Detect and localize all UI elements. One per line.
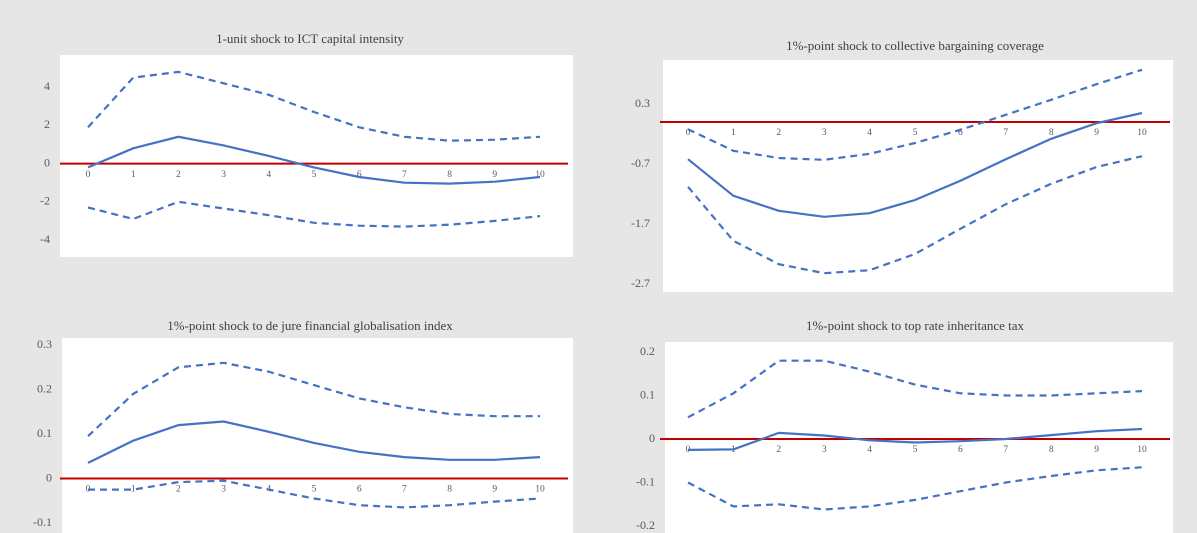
chart-title: 1%-point shock to collective bargaining … <box>786 38 1044 53</box>
x-tick-label: 4 <box>867 128 872 138</box>
y-tick-label: 0 <box>46 470 52 484</box>
x-tick-label: 3 <box>822 128 827 138</box>
x-tick-label: 10 <box>1137 445 1147 455</box>
y-tick-label: 0.1 <box>640 387 655 401</box>
plot-area <box>62 338 573 533</box>
x-tick-label: 5 <box>312 170 317 180</box>
x-tick-label: 8 <box>1049 128 1054 138</box>
series-line <box>88 479 541 509</box>
series-line <box>687 466 1143 511</box>
y-tick-label: -2.7 <box>631 276 650 290</box>
plot-area <box>663 60 1173 292</box>
y-tick-label: 0.2 <box>640 344 655 358</box>
series-line <box>687 427 1143 451</box>
x-tick-label: 5 <box>913 445 918 455</box>
x-tick-label: 9 <box>492 170 497 180</box>
x-tick-label: 2 <box>776 128 781 138</box>
y-tick-label: 0.3 <box>635 96 650 110</box>
x-tick-label: 7 <box>1003 128 1008 138</box>
chart-panel: 1%-point shock to collective bargaining … <box>631 38 1173 292</box>
x-tick-label: 10 <box>1137 128 1147 138</box>
x-tick-label: 4 <box>266 170 271 180</box>
plot-area <box>60 55 573 257</box>
x-tick-label: 3 <box>822 445 827 455</box>
x-tick-label: 3 <box>221 485 226 495</box>
x-tick-label: 6 <box>357 485 362 495</box>
y-tick-label: 0 <box>44 155 50 169</box>
y-tick-label: 0.1 <box>37 426 52 440</box>
x-tick-label: 10 <box>535 485 545 495</box>
y-tick-label: -1.7 <box>631 216 650 230</box>
x-tick-label: 9 <box>492 485 497 495</box>
x-tick-label: 7 <box>1003 445 1008 455</box>
x-tick-label: 6 <box>958 445 963 455</box>
y-tick-label: 4 <box>44 79 50 93</box>
y-tick-label: -0.2 <box>636 518 655 532</box>
y-tick-label: -2 <box>40 194 50 208</box>
x-tick-label: 7 <box>402 485 407 495</box>
series-line <box>687 68 1143 161</box>
series-line <box>87 361 540 438</box>
x-tick-label: 8 <box>447 170 452 180</box>
y-tick-label: 0.3 <box>37 337 52 351</box>
x-tick-label: 6 <box>357 170 362 180</box>
x-tick-label: 1 <box>131 170 136 180</box>
x-tick-label: 0 <box>686 128 691 138</box>
x-tick-label: 9 <box>1094 128 1099 138</box>
y-tick-label: 2 <box>44 117 50 131</box>
x-tick-label: 6 <box>958 128 963 138</box>
chart-panel: 1%-point shock to de jure financial glob… <box>33 318 573 533</box>
x-tick-label: 1 <box>731 128 736 138</box>
x-tick-label: 8 <box>447 485 452 495</box>
y-tick-label: -0.7 <box>631 156 650 170</box>
x-tick-label: 8 <box>1049 445 1054 455</box>
x-tick-label: 5 <box>312 485 317 495</box>
y-tick-label: -4 <box>40 232 50 246</box>
x-tick-label: 3 <box>221 170 226 180</box>
x-tick-label: 4 <box>867 445 872 455</box>
chart-title: 1%-point shock to top rate inheritance t… <box>806 318 1025 333</box>
series-line <box>687 111 1143 218</box>
y-tick-label: -0.1 <box>33 515 52 529</box>
series-line <box>687 359 1143 419</box>
x-tick-label: 10 <box>535 170 545 180</box>
x-tick-label: 2 <box>176 485 181 495</box>
x-tick-label: 7 <box>402 170 407 180</box>
y-tick-label: 0.2 <box>37 381 52 395</box>
x-tick-label: 9 <box>1094 445 1099 455</box>
x-tick-label: 5 <box>913 128 918 138</box>
chart-panel: 1-unit shock to ICT capital intensity -4 -… <box>40 31 573 257</box>
y-tick-label: 0 <box>649 431 655 445</box>
x-tick-label: 2 <box>776 445 781 455</box>
chart-title: 1%-point shock to de jure financial glob… <box>167 318 453 333</box>
y-tick-label: -0.1 <box>636 474 655 488</box>
series-line <box>87 420 541 464</box>
series-line <box>87 70 541 142</box>
chart-title: 1-unit shock to ICT capital intensity <box>216 31 404 46</box>
x-tick-label: 2 <box>176 170 181 180</box>
series-line <box>87 135 541 185</box>
chart-panel: 1%-point shock to top rate inheritance t… <box>636 318 1173 533</box>
plot-area <box>665 342 1173 533</box>
series-line <box>87 200 541 228</box>
x-tick-label: 0 <box>86 170 91 180</box>
x-tick-label: 1 <box>131 485 136 495</box>
